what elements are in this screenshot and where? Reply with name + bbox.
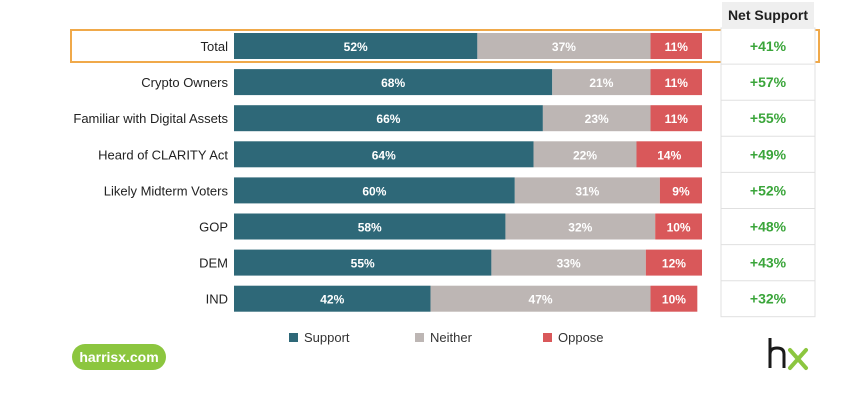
data-label-oppose: 12%	[662, 257, 686, 271]
legend-label-oppose: Oppose	[558, 330, 604, 345]
data-label-support: 60%	[362, 184, 386, 198]
bar-segment-oppose	[655, 213, 702, 240]
data-label-neither: 22%	[573, 148, 597, 162]
bar-segment-oppose	[650, 69, 702, 96]
data-label-neither: 47%	[529, 293, 553, 307]
bar-segment-neither	[542, 105, 651, 132]
data-label-neither: 32%	[568, 221, 592, 235]
legend-swatch-support	[289, 333, 298, 342]
category-label: Heard of CLARITY Act	[98, 147, 228, 162]
data-label-oppose: 11%	[665, 76, 689, 90]
net-support-value: +57%	[750, 74, 787, 90]
bar-segment-neither	[552, 69, 651, 96]
data-label-support: 58%	[358, 221, 382, 235]
data-label-support: 68%	[381, 76, 405, 90]
bar-segment-support	[234, 141, 534, 168]
bar-segment-support	[234, 105, 543, 132]
data-label-support: 66%	[376, 112, 400, 126]
data-label-support: 52%	[344, 40, 368, 54]
bar-segment-support	[234, 249, 492, 276]
category-label: Crypto Owners	[141, 75, 228, 90]
bar-segment-support	[234, 213, 506, 240]
legend-swatch-oppose	[543, 333, 552, 342]
bar-segment-neither	[533, 141, 637, 168]
category-label: DEM	[199, 256, 228, 271]
data-label-support: 42%	[320, 293, 344, 307]
chart-legend: Support Neither Oppose	[0, 330, 860, 346]
legend-label-support: Support	[304, 330, 350, 345]
legend-item-neither: Neither	[415, 330, 472, 345]
net-support-header: Net Support	[722, 2, 814, 28]
data-label-oppose: 11%	[665, 40, 689, 54]
bar-segment-neither	[477, 33, 651, 59]
bar-segment-support	[234, 69, 553, 96]
bar-segment-oppose	[645, 249, 702, 276]
highlight-total-row	[70, 29, 820, 63]
data-label-support: 64%	[372, 148, 396, 162]
bar-segment-oppose	[636, 141, 702, 168]
net-support-value: +49%	[750, 146, 787, 162]
legend-item-oppose: Oppose	[543, 330, 604, 345]
bar-segment-oppose	[650, 33, 702, 59]
data-label-neither: 31%	[575, 184, 599, 198]
net-support-value: +41%	[750, 38, 787, 54]
legend-label-neither: Neither	[430, 330, 472, 345]
category-label: Familiar with Digital Assets	[73, 111, 228, 126]
data-label-support: 55%	[351, 257, 375, 271]
legend-item-support: Support	[289, 330, 350, 345]
category-label: Likely Midterm Voters	[104, 183, 229, 198]
data-label-oppose: 11%	[665, 112, 689, 126]
category-label: GOP	[199, 220, 228, 235]
bar-segment-oppose	[650, 105, 702, 132]
data-label-neither: 23%	[585, 112, 609, 126]
brand-url-badge[interactable]: harrisx.com	[72, 344, 166, 370]
bar-segment-neither	[491, 249, 646, 276]
data-label-neither: 21%	[589, 76, 613, 90]
harrisx-logo	[768, 338, 808, 370]
category-label: Total	[201, 39, 229, 54]
bar-segment-oppose	[659, 177, 702, 204]
bar-segment-neither	[430, 285, 651, 312]
category-label: IND	[206, 292, 228, 307]
net-support-value: +52%	[750, 182, 787, 198]
bar-segment-neither	[514, 177, 660, 204]
net-support-value: +43%	[750, 255, 787, 271]
net-support-value: +55%	[750, 110, 787, 126]
data-label-oppose: 10%	[667, 221, 691, 235]
data-label-neither: 37%	[552, 40, 576, 54]
bar-segment-neither	[505, 213, 656, 240]
data-label-oppose: 9%	[672, 184, 690, 198]
bar-segment-oppose	[650, 285, 698, 312]
bar-segment-support	[234, 285, 431, 312]
bar-segment-support	[234, 177, 515, 204]
net-support-value: +48%	[750, 219, 787, 235]
data-label-neither: 33%	[557, 257, 581, 271]
legend-swatch-neither	[415, 333, 424, 342]
net-support-value: +32%	[750, 291, 787, 307]
bar-segment-support	[234, 33, 478, 59]
data-label-oppose: 10%	[662, 293, 686, 307]
data-label-oppose: 14%	[657, 148, 681, 162]
